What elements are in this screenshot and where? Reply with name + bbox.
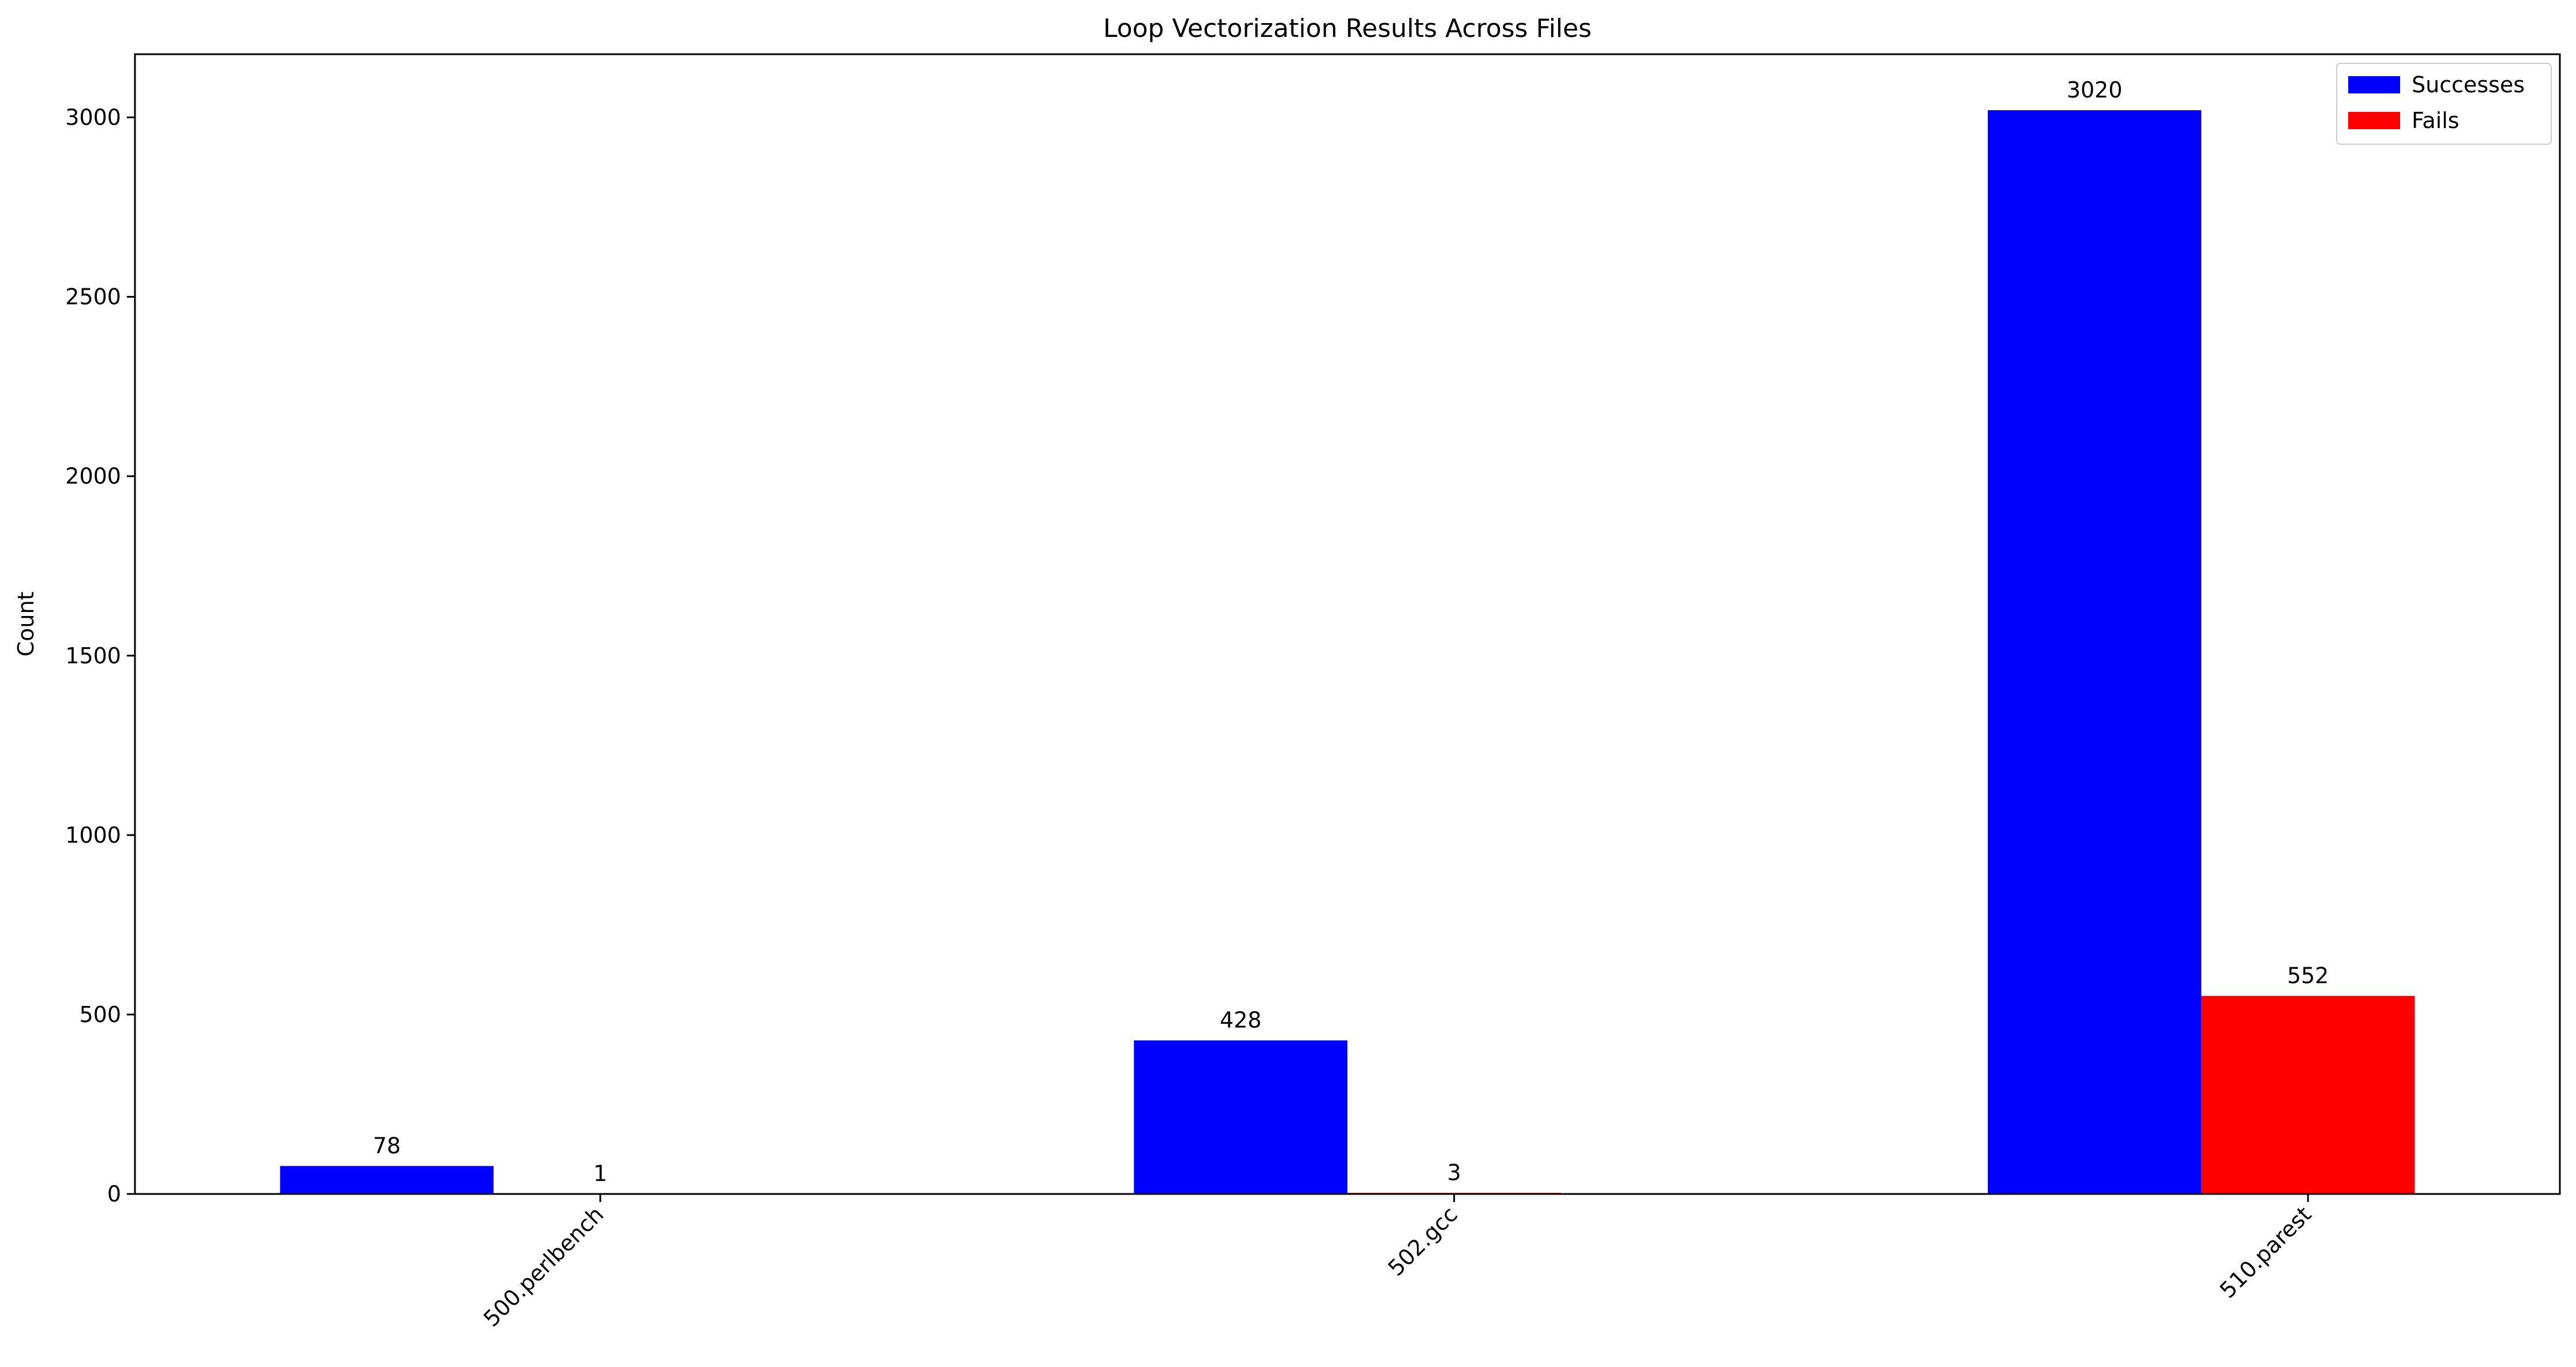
y-tick-label: 1500 [65,643,121,669]
plot-frame [134,53,2561,1195]
y-tick-label: 3000 [65,105,121,130]
bar-series [280,110,2415,1194]
chart-title: Loop Vectorization Results Across Files [1103,14,1592,43]
legend-swatch-successes [2348,76,2400,93]
bar-fails [2201,996,2415,1194]
legend-swatch-fails [2348,112,2400,129]
bar-value-label-fails: 3 [1447,1160,1461,1185]
legend-label-fails: Fails [2412,108,2460,133]
bar-value-label-fails: 1 [593,1161,607,1186]
y-tick-label: 1000 [65,823,121,848]
legend-label-successes: Successes [2412,72,2525,97]
y-tick-label: 500 [79,1002,121,1027]
bar-data-labels: 78 1 428 3 3020 552 [373,77,2329,1186]
y-tick-label: 0 [107,1181,121,1207]
legend: Successes Fails [2336,63,2552,145]
bar-value-label-fails: 552 [2287,963,2329,989]
y-tick-label: 2500 [65,284,121,310]
y-tick-label: 2000 [65,464,121,489]
bar-value-label-successes: 78 [373,1133,401,1158]
bar-successes [280,1166,494,1194]
bar-value-label-successes: 3020 [2067,77,2123,103]
bar-value-label-successes: 428 [1220,1008,1262,1033]
bar-successes [1134,1040,1348,1194]
bar-successes [1987,110,2202,1194]
y-axis-ticks: 0 500 1000 1500 2000 2500 3000 [65,105,135,1207]
y-axis-label: Count [13,592,39,657]
